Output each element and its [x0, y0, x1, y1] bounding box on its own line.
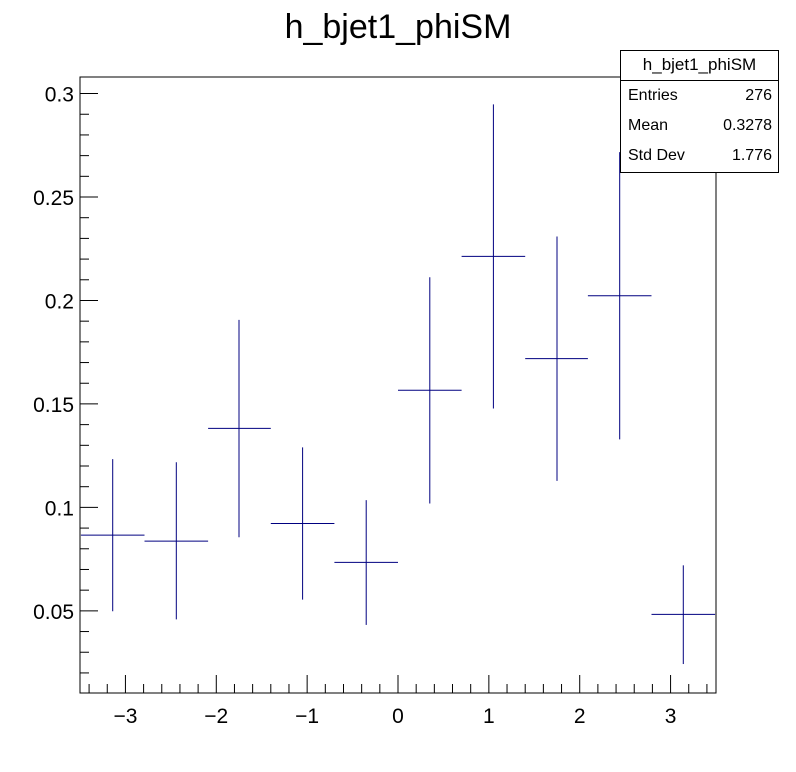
y-tick-label: 0.05 — [33, 601, 74, 624]
stats-row-stddev: Std Dev 1.776 — [621, 141, 778, 171]
y-tick-label: 0.3 — [45, 84, 74, 107]
stats-row-entries: Entries 276 — [621, 81, 778, 111]
y-tick-label: 0.1 — [45, 497, 74, 520]
data-point — [461, 104, 526, 409]
y-tick-label: 0.15 — [33, 394, 74, 417]
data-point — [270, 447, 335, 600]
chart-title: h_bjet1_phiSM — [284, 8, 512, 46]
data-point — [144, 462, 209, 620]
data-point — [334, 500, 398, 625]
y-tick-label: 0.25 — [33, 187, 74, 210]
x-tick-label: 0 — [392, 705, 404, 728]
y-tick-label: 0.2 — [45, 290, 74, 313]
stats-value: 276 — [745, 87, 772, 104]
data-point — [651, 565, 716, 665]
data-point — [525, 236, 588, 481]
stats-value: 1.776 — [731, 147, 772, 164]
tick-labels: −3 −2 −1 0 1 2 3 0.05 0.1 0.15 0.2 0.25 0.3 — [33, 84, 676, 728]
data-point — [208, 319, 271, 538]
x-tick-label: 2 — [574, 705, 586, 728]
data-point — [398, 277, 462, 504]
stats-label: Std Dev — [628, 147, 685, 164]
x-tick-label: 1 — [483, 705, 495, 728]
stats-box: h_bjet1_phiSM Entries 276 Mean 0.3278 St… — [620, 50, 779, 173]
stats-title: h_bjet1_phiSM — [621, 51, 778, 81]
stats-value: 0.3278 — [723, 117, 772, 134]
data-point — [587, 152, 652, 440]
stats-label: Entries — [628, 87, 678, 104]
x-tick-label: −3 — [113, 705, 137, 728]
x-tick-label: −1 — [295, 705, 319, 728]
data-points — [80, 104, 716, 665]
data-point — [80, 459, 145, 612]
x-tick-label: −2 — [204, 705, 228, 728]
stats-row-mean: Mean 0.3278 — [621, 111, 778, 141]
stats-label: Mean — [628, 117, 669, 134]
axis-ticks — [80, 93, 708, 693]
x-tick-label: 3 — [665, 705, 677, 728]
